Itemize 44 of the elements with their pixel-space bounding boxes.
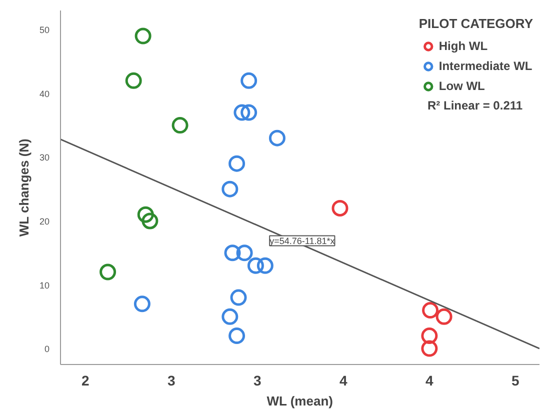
point: [172, 117, 188, 134]
point: [125, 72, 142, 89]
y-tick-label: 40: [39, 88, 50, 99]
point: [228, 328, 246, 344]
x-tick-label: 2: [82, 372, 90, 388]
y-tick-label: 10: [39, 280, 50, 290]
x-axis-title: WL (mean): [266, 394, 333, 408]
point: [247, 257, 264, 274]
point: [422, 302, 439, 319]
y-axis-title: WL changes (N): [16, 138, 32, 237]
y-tick-label: 20: [39, 216, 50, 226]
annotation: R² Linear = 0.211: [428, 98, 523, 112]
y-tick-label: 30: [39, 152, 50, 163]
point: [256, 257, 274, 274]
legend-title: PILOT CATEGORY: [418, 16, 533, 31]
point: [421, 340, 438, 357]
point: [224, 244, 241, 262]
x-tick-label: 4: [426, 372, 434, 388]
point: [234, 104, 250, 121]
x-tick-label: 5: [512, 372, 520, 388]
point: [230, 289, 247, 306]
point: [332, 200, 348, 216]
point: [436, 308, 452, 325]
y-tick-label: 50: [39, 25, 50, 36]
point: [268, 130, 286, 146]
point: [137, 206, 154, 223]
point: [228, 155, 246, 172]
point: [421, 328, 438, 344]
x-tick-label: 3: [254, 372, 262, 388]
point: [142, 212, 158, 230]
point: [236, 244, 253, 262]
point: [100, 264, 116, 280]
x-tick-label: 4: [340, 372, 348, 388]
point: [134, 28, 152, 44]
point: [222, 180, 238, 198]
legend-label: Intermediate WL: [438, 59, 532, 73]
legend-label: High WL: [438, 39, 488, 53]
point: [240, 72, 258, 89]
point: [240, 104, 258, 121]
x-tick-label: 3: [168, 372, 176, 388]
legend-label: Low WL: [438, 79, 485, 93]
point: [222, 308, 238, 325]
point: [134, 296, 150, 312]
y-tick-label: 0: [44, 344, 50, 354]
